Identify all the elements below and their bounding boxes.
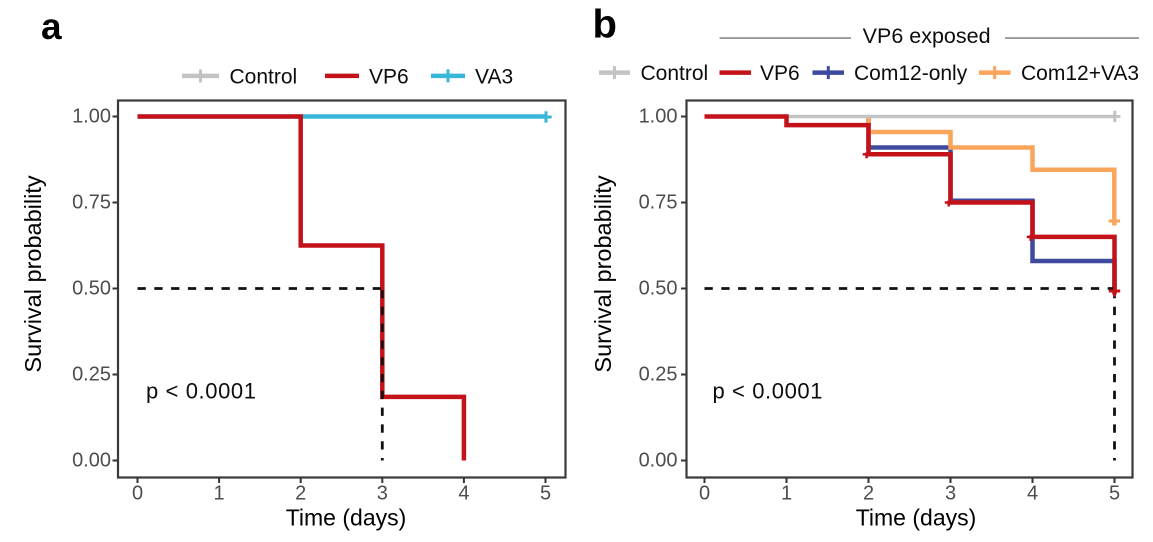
svg-text:4: 4 <box>1027 483 1038 505</box>
svg-text:0.75: 0.75 <box>72 192 111 214</box>
svg-text:1.00: 1.00 <box>72 106 111 128</box>
svg-text:Time (days): Time (days) <box>286 505 407 531</box>
svg-text:2: 2 <box>863 483 874 505</box>
svg-text:0.50: 0.50 <box>639 278 678 300</box>
svg-text:0.00: 0.00 <box>72 450 111 472</box>
svg-text:0.75: 0.75 <box>639 192 678 214</box>
svg-text:0.25: 0.25 <box>72 364 111 386</box>
svg-text:p < 0.0001: p < 0.0001 <box>146 379 257 404</box>
svg-text:3: 3 <box>377 483 388 505</box>
svg-text:4: 4 <box>458 483 469 505</box>
svg-text:5: 5 <box>1109 483 1120 505</box>
svg-text:p < 0.0001: p < 0.0001 <box>713 379 824 404</box>
svg-text:Control: Control <box>641 62 709 85</box>
svg-text:0.50: 0.50 <box>72 278 111 300</box>
svg-text:VP6: VP6 <box>760 62 800 85</box>
svg-text:1: 1 <box>781 483 792 505</box>
svg-text:5: 5 <box>540 483 551 505</box>
svg-text:2: 2 <box>295 483 306 505</box>
svg-text:0.25: 0.25 <box>639 364 678 386</box>
svg-text:0: 0 <box>132 483 143 505</box>
svg-text:b: b <box>593 3 617 47</box>
svg-text:Survival probability: Survival probability <box>590 175 616 372</box>
svg-text:0: 0 <box>699 483 710 505</box>
svg-text:Com12-only: Com12-only <box>854 62 968 85</box>
svg-text:0.00: 0.00 <box>639 450 678 472</box>
svg-text:Com12+VA3: Com12+VA3 <box>1021 62 1139 85</box>
svg-text:1: 1 <box>214 483 225 505</box>
svg-text:Survival probability: Survival probability <box>20 175 46 372</box>
svg-text:Control: Control <box>230 65 298 88</box>
svg-text:1.00: 1.00 <box>639 106 678 128</box>
svg-text:VP6 exposed: VP6 exposed <box>863 24 991 48</box>
svg-text:Time (days): Time (days) <box>856 505 977 531</box>
svg-text:a: a <box>41 6 62 47</box>
svg-text:3: 3 <box>945 483 956 505</box>
svg-text:VA3: VA3 <box>475 65 513 88</box>
svg-text:VP6: VP6 <box>369 65 409 88</box>
